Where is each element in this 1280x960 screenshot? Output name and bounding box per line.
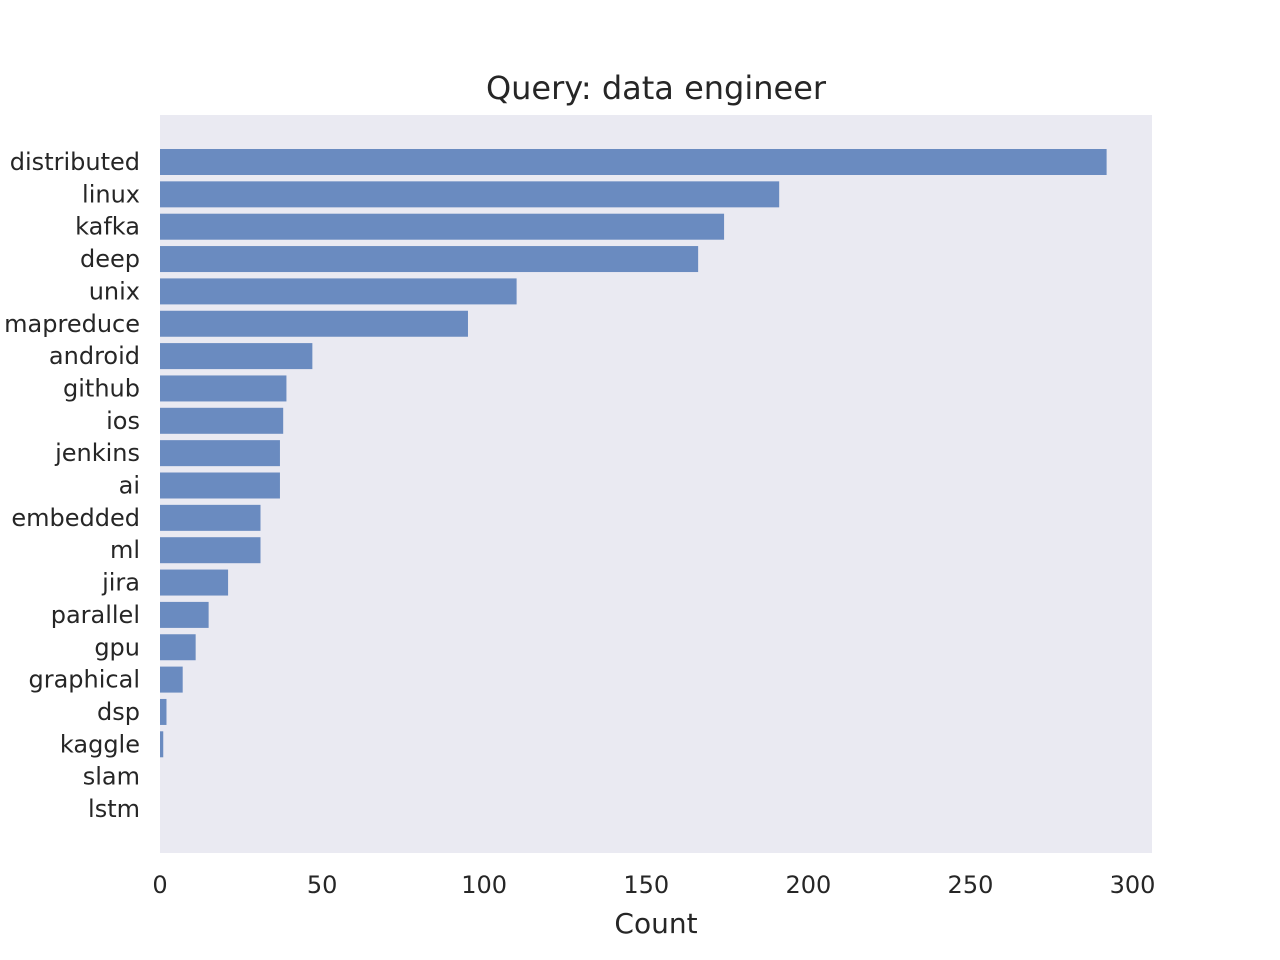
- category-label-embedded: embedded: [11, 504, 140, 532]
- bar-linux: [160, 181, 780, 208]
- category-label-distributed: distributed: [10, 148, 140, 176]
- x-tick-label: 200: [785, 871, 831, 899]
- chart-title: Query: data engineer: [486, 69, 827, 107]
- bar-mapreduce: [160, 310, 468, 337]
- category-labels-group: distributed linux kafka deep unix mapreduce an…: [4, 148, 140, 823]
- category-label-dsp: dsp: [97, 698, 140, 726]
- bar-distributed: [160, 149, 1107, 175]
- bar-embedded: [160, 504, 261, 531]
- bar-android: [160, 343, 313, 370]
- category-label-mapreduce: mapreduce: [4, 310, 140, 338]
- bar-gpu: [160, 634, 196, 661]
- bar-parallel: [160, 601, 209, 628]
- bar-kafka: [160, 213, 725, 240]
- bar-kaggle: [160, 731, 164, 758]
- bar-unix: [160, 278, 517, 305]
- bar-graphical: [160, 666, 183, 693]
- bar-ios: [160, 407, 284, 434]
- x-tick-label: 150: [623, 871, 669, 899]
- category-label-ml: ml: [110, 536, 140, 564]
- category-label-android: android: [49, 342, 140, 370]
- x-tick-label: 300: [1110, 871, 1156, 899]
- bar-dsp: [160, 698, 167, 725]
- category-label-linux: linux: [82, 180, 140, 208]
- category-label-jira: jira: [101, 569, 140, 597]
- x-tick-label: 250: [948, 871, 994, 899]
- category-label-deep: deep: [80, 245, 140, 273]
- x-tick-labels-group: 0 50 100 150 200 250 300: [152, 871, 1155, 899]
- bar-ml: [160, 537, 261, 564]
- category-label-ios: ios: [106, 407, 140, 435]
- category-label-slam: slam: [83, 763, 140, 791]
- bar-jenkins: [160, 440, 280, 467]
- category-label-kafka: kafka: [75, 213, 140, 241]
- category-label-unix: unix: [89, 277, 140, 305]
- bars-group: [160, 149, 1107, 758]
- x-axis-label: Count: [614, 907, 697, 940]
- category-label-kaggle: kaggle: [60, 730, 140, 758]
- category-label-ai: ai: [119, 472, 140, 500]
- bar-jira: [160, 569, 229, 596]
- bar-ai: [160, 472, 280, 499]
- category-label-lstm: lstm: [88, 795, 140, 823]
- category-label-jenkins: jenkins: [54, 439, 140, 467]
- bar-deep: [160, 246, 699, 273]
- x-tick-label: 100: [461, 871, 507, 899]
- category-label-graphical: graphical: [29, 666, 141, 694]
- category-label-parallel: parallel: [51, 601, 140, 629]
- category-label-gpu: gpu: [94, 633, 140, 661]
- bar-github: [160, 375, 287, 402]
- category-label-github: github: [63, 374, 140, 402]
- x-tick-label: 50: [307, 871, 338, 899]
- x-tick-label: 0: [152, 871, 167, 899]
